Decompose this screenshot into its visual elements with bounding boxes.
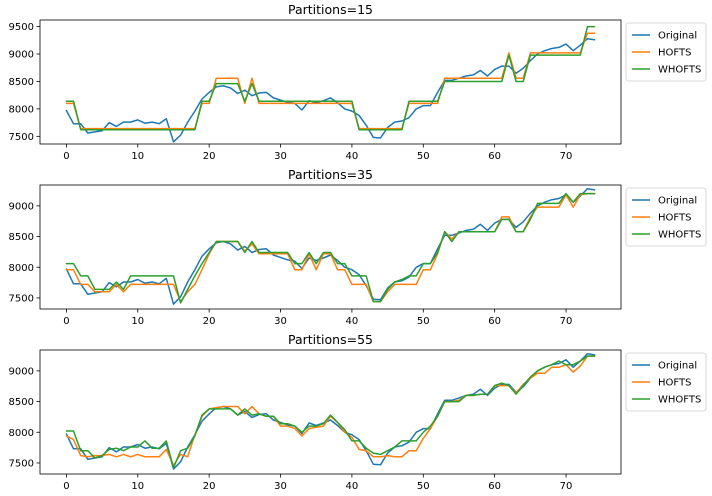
x-tick-label: 60	[488, 316, 501, 327]
y-tick-label: 8500	[9, 77, 34, 88]
x-tick-label: 30	[274, 481, 287, 492]
x-tick-label: 20	[203, 316, 216, 327]
x-tick-label: 70	[560, 481, 573, 492]
plot-area	[39, 349, 622, 475]
legend-label: Original	[658, 361, 697, 372]
y-tick-label: 9000	[9, 366, 34, 377]
x-tick-label: 50	[417, 316, 430, 327]
x-tick-label: 70	[560, 316, 573, 327]
y-tick-label: 8000	[9, 428, 34, 439]
chart-title: Partitions=55	[288, 332, 373, 347]
y-tick-label: 7500	[9, 293, 34, 304]
x-tick-label: 20	[203, 481, 216, 492]
legend: Original HOFTS WHOFTS	[625, 187, 707, 247]
x-tick-label: 60	[488, 481, 501, 492]
x-tick-label: 0	[63, 481, 69, 492]
x-tick-label: 30	[274, 316, 287, 327]
x-tick-label: 20	[203, 151, 216, 162]
y-tick-label: 7500	[9, 458, 34, 469]
series-line-hofts	[65, 355, 596, 467]
y-tick-label: 7500	[9, 132, 34, 143]
y-tick-label: 9500	[9, 22, 34, 33]
x-tick-label: 40	[346, 481, 359, 492]
legend-box	[625, 187, 707, 247]
legend: Original HOFTS WHOFTS	[625, 352, 707, 412]
legend-label: WHOFTS	[658, 395, 701, 406]
plot-area	[39, 19, 622, 145]
x-tick-label: 50	[417, 481, 430, 492]
legend-label: WHOFTS	[658, 65, 701, 76]
legend-label: WHOFTS	[658, 230, 701, 241]
y-tick-label: 8000	[9, 104, 34, 115]
subplot-3: Partitions=55 0 10 20 30 40 50 60 70 7500 8000 8500…	[9, 332, 707, 492]
subplot-1: Partitions=15 0 10 20 30 40 50 60 70 7500 8000 8500…	[9, 2, 707, 162]
y-tick-label: 8500	[9, 232, 34, 243]
legend-box	[625, 22, 707, 82]
x-tick-label: 0	[63, 316, 69, 327]
y-tick-label: 9000	[9, 50, 34, 61]
x-tick-label: 40	[346, 151, 359, 162]
legend: Original HOFTS WHOFTS	[625, 22, 707, 82]
plot-area	[39, 184, 622, 310]
subplot-2: Partitions=35 0 10 20 30 40 50 60 70 7500 8000 8500…	[9, 167, 707, 327]
x-tick-label: 10	[131, 151, 144, 162]
legend-label: HOFTS	[658, 378, 691, 389]
legend-label: HOFTS	[658, 213, 691, 224]
x-tick-label: 60	[488, 151, 501, 162]
x-tick-label: 30	[274, 151, 287, 162]
x-tick-label: 0	[63, 151, 69, 162]
x-tick-label: 10	[131, 481, 144, 492]
chart-title: Partitions=15	[288, 2, 373, 17]
legend-label: Original	[658, 31, 697, 42]
chart-title: Partitions=35	[288, 167, 373, 182]
legend-label: HOFTS	[658, 48, 691, 59]
series-line-whofts	[65, 25, 596, 131]
series-line-whofts	[65, 355, 596, 469]
x-tick-label: 40	[346, 316, 359, 327]
y-tick-label: 8500	[9, 397, 34, 408]
legend-label: Original	[658, 196, 697, 207]
x-tick-label: 50	[417, 151, 430, 162]
series-line-whofts	[65, 192, 596, 304]
y-tick-label: 9000	[9, 201, 34, 212]
x-tick-label: 70	[560, 151, 573, 162]
y-tick-label: 8000	[9, 263, 34, 274]
legend-box	[625, 352, 707, 412]
x-tick-label: 10	[131, 316, 144, 327]
